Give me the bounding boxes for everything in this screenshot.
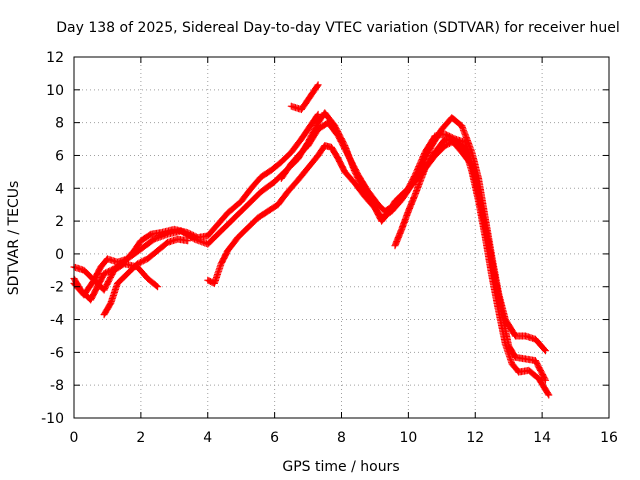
y-tick-label: -10 <box>41 411 64 427</box>
x-tick-label: 14 <box>533 430 551 446</box>
y-tick-label: 8 <box>55 116 64 132</box>
data-series <box>70 81 553 399</box>
series-track-8 <box>391 135 483 250</box>
series-track-6 <box>287 81 322 114</box>
series-markers <box>204 137 553 399</box>
x-tick-label: 16 <box>600 430 618 446</box>
x-tick-label: 8 <box>337 430 346 446</box>
y-tick-label: -4 <box>50 313 64 329</box>
x-tick-label: 4 <box>203 430 212 446</box>
y-tick-label: 4 <box>55 181 64 197</box>
y-tick-label: 2 <box>55 214 64 230</box>
chart-title: Day 138 of 2025, Sidereal Day-to-day VTE… <box>56 20 619 36</box>
series-track-4 <box>100 235 192 319</box>
y-tick-label: 6 <box>55 148 64 164</box>
axis-ticks: 0 2 4 6 8 10 12 14 16 -10 -8 -6 -4 -2 0 2 4 6 8 10 12 <box>41 50 618 446</box>
series-track-7 <box>277 119 550 384</box>
x-tick-label: 10 <box>399 430 417 446</box>
y-tick-label: -6 <box>50 345 64 361</box>
y-tick-label: 12 <box>46 50 64 66</box>
series-track-5 <box>204 137 553 399</box>
series-markers <box>277 119 550 384</box>
x-tick-label: 0 <box>70 430 79 446</box>
x-tick-label: 12 <box>466 430 484 446</box>
gridlines <box>74 57 609 418</box>
series-markers <box>391 135 483 250</box>
series-markers <box>287 81 322 114</box>
y-axis-label: SDTVAR / TECUs <box>6 181 22 296</box>
series-markers <box>100 235 192 319</box>
y-tick-label: -8 <box>50 378 64 394</box>
x-tick-label: 2 <box>136 430 145 446</box>
y-tick-label: -2 <box>50 280 64 296</box>
x-axis-label: GPS time / hours <box>282 459 399 475</box>
x-tick-label: 6 <box>270 430 279 446</box>
y-tick-label: 10 <box>46 83 64 99</box>
y-tick-label: 0 <box>55 247 64 263</box>
